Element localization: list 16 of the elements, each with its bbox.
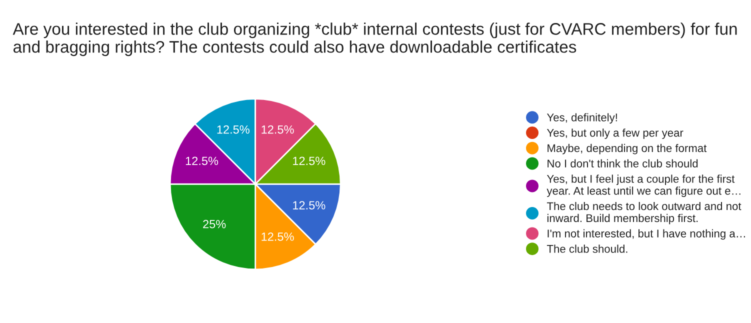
data-label: 12.5% <box>293 156 326 166</box>
legend-label: I'm not interested, but I have nothing a… <box>548 229 745 240</box>
legend-label: The club needs to look outward and not inward. Build membership first. <box>546 202 742 224</box>
data-label: 12.5% <box>293 201 326 210</box>
data-label: 25% <box>203 220 226 228</box>
data-label: 12.5% <box>186 156 218 166</box>
data-label: 12.5% <box>217 125 250 134</box>
data-label: 12.5% <box>262 125 294 134</box>
legend-label: Maybe, depending on the format <box>548 144 707 154</box>
legend-label: No I don't think the club should <box>548 159 698 168</box>
legend-label: The club should. <box>546 244 628 253</box>
data-label: 12.5% <box>262 232 294 241</box>
chart-title: Are you interested in the club organizing *club* internal contests (just for CVARC members) for fun and bragging rights? The contests could also have downloadable certificates <box>12 22 737 56</box>
legend-label: Yes, but I feel just a couple for the first year. At least until we can figure out e… <box>546 174 740 197</box>
legend-label: Yes, definitely! <box>546 113 617 124</box>
legend-label: Yes, but only a few per year <box>546 128 684 139</box>
